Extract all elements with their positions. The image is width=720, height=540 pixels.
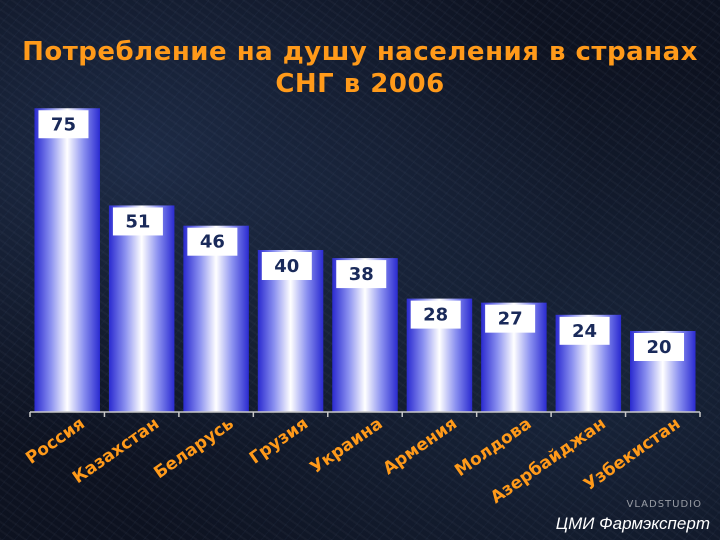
watermark: VLADSTUDIO bbox=[626, 499, 702, 510]
x-axis bbox=[29, 411, 701, 417]
data-label-box bbox=[261, 252, 312, 280]
bars-layer bbox=[34, 108, 696, 412]
data-label: 46 bbox=[200, 232, 225, 253]
data-label: 27 bbox=[498, 309, 523, 330]
category-label: Беларусь bbox=[150, 414, 237, 483]
category-label: Грузия bbox=[246, 414, 312, 469]
data-label-box bbox=[112, 207, 163, 236]
bar bbox=[183, 225, 249, 412]
category-label: Россия bbox=[22, 414, 88, 469]
category-label: Армения bbox=[380, 414, 461, 479]
data-label-box bbox=[410, 300, 461, 329]
data-label: 75 bbox=[51, 114, 76, 135]
data-label-box bbox=[38, 110, 89, 139]
data-label: 20 bbox=[646, 337, 671, 358]
bar bbox=[108, 205, 175, 412]
category-label: Украина bbox=[307, 414, 387, 478]
data-label: 24 bbox=[572, 321, 597, 342]
data-label: 28 bbox=[423, 305, 448, 326]
chart-title-line-2: СНГ в 2006 bbox=[275, 69, 445, 99]
data-label-box bbox=[634, 333, 685, 361]
data-label: 40 bbox=[274, 256, 299, 277]
value-labels-layer: 75 51 46 40 38 28 27 24 20 bbox=[38, 110, 685, 361]
data-label-box bbox=[559, 316, 610, 345]
data-label: 51 bbox=[125, 211, 150, 232]
chart-title-line-1: Потребление на душу населения в странах bbox=[22, 37, 698, 67]
chart-title: Потребление на душу населения в странах … bbox=[0, 36, 720, 100]
data-label-box bbox=[485, 304, 536, 333]
data-label: 38 bbox=[349, 264, 374, 285]
data-label-box bbox=[187, 227, 238, 256]
source-label: ЦМИ Фармэксперт bbox=[555, 514, 710, 533]
bar bbox=[34, 108, 100, 412]
data-label-box bbox=[336, 260, 387, 289]
